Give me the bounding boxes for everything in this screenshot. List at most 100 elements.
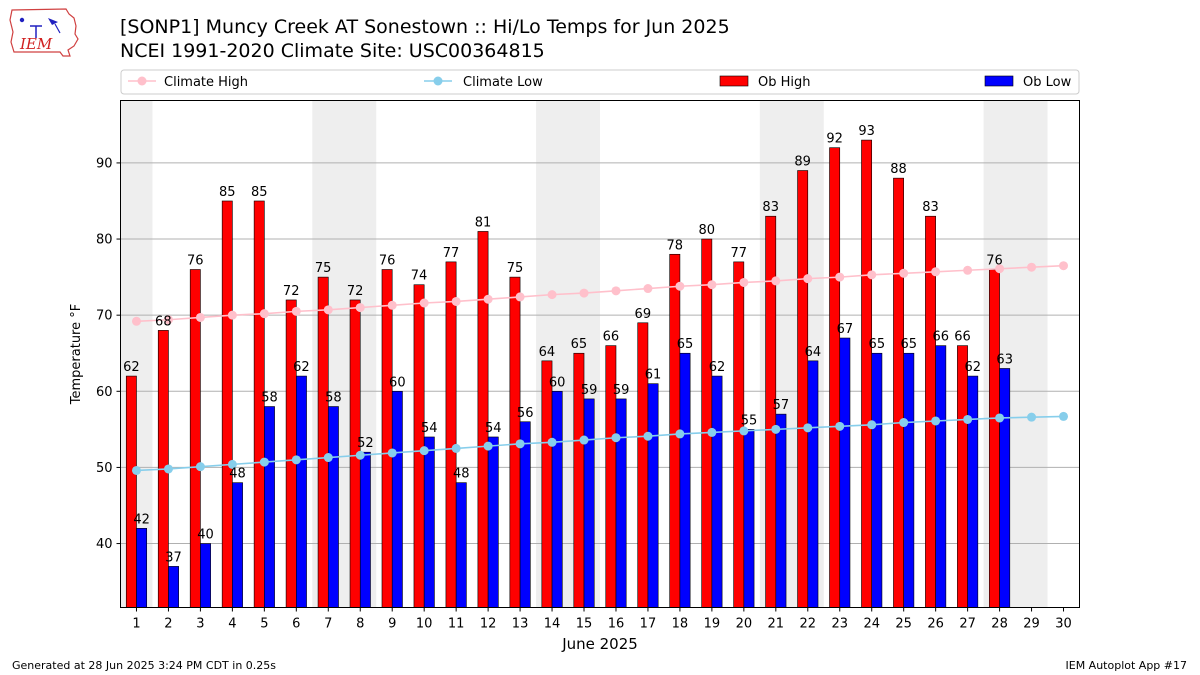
ob-high-bar-28 bbox=[989, 269, 1000, 608]
climate-low-point-5 bbox=[259, 457, 269, 467]
climate-low-point-10 bbox=[419, 446, 429, 456]
climate-low-point-7 bbox=[323, 453, 333, 463]
y-tick-label-60: 60 bbox=[96, 385, 113, 400]
y-tick-label-50: 50 bbox=[96, 461, 113, 476]
climate-low-point-8 bbox=[355, 450, 365, 460]
ob-high-label-26: 83 bbox=[922, 200, 939, 215]
ob-high-label-10: 74 bbox=[411, 269, 428, 284]
x-tick-label-5: 5 bbox=[260, 617, 268, 632]
climate-low-point-9 bbox=[387, 448, 397, 458]
ob-low-label-14: 60 bbox=[549, 375, 566, 390]
climate-low-point-6 bbox=[291, 455, 301, 465]
ob-low-bar-23 bbox=[839, 337, 851, 608]
ob-high-bar-7 bbox=[317, 276, 329, 608]
y-axis-label: Temperature °F bbox=[69, 304, 84, 405]
ob-high-bar-4 bbox=[221, 200, 233, 608]
ob-low-label-17: 61 bbox=[645, 368, 662, 383]
ob-high-label-12: 81 bbox=[475, 215, 492, 230]
legend-climate-high-marker bbox=[137, 76, 147, 86]
ob-high-label-8: 72 bbox=[347, 284, 364, 299]
ob-low-label-16: 59 bbox=[613, 383, 630, 398]
legend-ob-low-swatch bbox=[984, 75, 1014, 87]
climate-high-point-28 bbox=[995, 264, 1005, 274]
ob-low-bar-9 bbox=[391, 391, 403, 608]
ob-low-bar-3 bbox=[200, 543, 211, 608]
ob-low-label-21: 57 bbox=[773, 398, 790, 413]
ob-high-label-6: 72 bbox=[283, 284, 300, 299]
ob-high-label-15: 65 bbox=[571, 337, 588, 352]
climate-high-point-8 bbox=[355, 303, 365, 313]
ob-low-bar-25 bbox=[903, 352, 915, 608]
climate-high-point-2 bbox=[163, 315, 173, 325]
ob-high-label-7: 75 bbox=[315, 261, 332, 276]
gridlines bbox=[120, 162, 1080, 545]
climate-high-line bbox=[136, 264, 1064, 323]
y-tick-label-80: 80 bbox=[96, 233, 113, 248]
legend-climate-high-label: Climate High bbox=[164, 75, 248, 90]
x-axis-label: June 2025 bbox=[561, 635, 638, 653]
ob-low-label-3: 40 bbox=[197, 528, 214, 543]
climate-low-point-23 bbox=[835, 421, 845, 431]
ob-high-bar-22 bbox=[797, 170, 809, 608]
legend-ob-high-label: Ob High bbox=[758, 75, 811, 90]
climate-low-point-24 bbox=[867, 420, 877, 430]
app-label: IEM Autoplot App #17 bbox=[1065, 659, 1188, 672]
x-tick-label-8: 8 bbox=[356, 617, 364, 632]
ob-high-bar-11 bbox=[445, 261, 457, 608]
ob-low-bar-27 bbox=[967, 375, 979, 608]
ob-low-label-10: 54 bbox=[421, 421, 438, 436]
x-tick-label-30: 30 bbox=[1055, 617, 1072, 632]
ob-low-bar-24 bbox=[871, 352, 883, 608]
x-tick-label-19: 19 bbox=[704, 617, 721, 632]
ob-low-label-20: 55 bbox=[741, 413, 758, 428]
climate-low-point-21 bbox=[771, 424, 781, 434]
climate-high-point-21 bbox=[771, 276, 781, 286]
climate-low-point-30 bbox=[1059, 411, 1069, 421]
y-tick-label-70: 70 bbox=[96, 309, 113, 324]
ob-low-bar-19 bbox=[711, 375, 723, 608]
ob-high-bar-25 bbox=[893, 177, 904, 608]
climate-high-point-11 bbox=[451, 296, 461, 306]
ob-low-label-27: 62 bbox=[964, 360, 981, 375]
ob-high-label-13: 75 bbox=[507, 261, 524, 276]
ob-high-label-9: 76 bbox=[379, 254, 396, 269]
ob-low-label-9: 60 bbox=[389, 375, 406, 390]
ob-high-label-1: 62 bbox=[123, 360, 140, 375]
climate-high-point-17 bbox=[643, 284, 653, 294]
climate-high-point-12 bbox=[483, 294, 493, 304]
x-tick-label-29: 29 bbox=[1023, 617, 1040, 632]
ob-high-label-14: 64 bbox=[539, 345, 556, 360]
climate-low-point-18 bbox=[675, 429, 685, 439]
ob-high-label-4: 85 bbox=[219, 185, 236, 200]
ob-low-label-23: 67 bbox=[837, 322, 854, 337]
ob-low-bar-11 bbox=[455, 482, 467, 608]
climate-low-point-4 bbox=[227, 459, 237, 469]
ob-high-bar-9 bbox=[381, 269, 393, 608]
x-tick-label-4: 4 bbox=[228, 617, 236, 632]
x-tick-label-17: 17 bbox=[640, 617, 657, 632]
climate-high-point-5 bbox=[259, 309, 269, 319]
ob-low-label-26: 66 bbox=[932, 330, 949, 345]
climate-high-point-26 bbox=[931, 267, 941, 277]
climate-low-point-25 bbox=[899, 418, 909, 428]
climate-high-point-25 bbox=[899, 268, 909, 278]
x-tick-label-13: 13 bbox=[512, 617, 529, 632]
chart-subtitle: NCEI 1991-2020 Climate Site: USC00364815 bbox=[120, 40, 545, 62]
x-tick-label-20: 20 bbox=[736, 617, 753, 632]
x-tick-label-7: 7 bbox=[324, 617, 332, 632]
ob-low-bar-15 bbox=[583, 398, 595, 608]
ob-low-label-12: 54 bbox=[485, 421, 502, 436]
ob-low-bar-16 bbox=[615, 398, 627, 608]
ob-high-bar-14 bbox=[541, 360, 553, 608]
climate-low-point-13 bbox=[515, 439, 525, 449]
ob-low-label-1: 42 bbox=[133, 512, 150, 527]
ob-high-label-24: 93 bbox=[858, 124, 875, 139]
legend: Climate High Climate Low Ob High Ob Low bbox=[120, 69, 1080, 95]
climate-low-point-15 bbox=[579, 435, 589, 445]
y-tick-label-90: 90 bbox=[96, 156, 113, 171]
ob-low-bar-10 bbox=[423, 436, 435, 608]
climate-high-point-7 bbox=[323, 305, 333, 315]
climate-lines bbox=[131, 261, 1069, 475]
